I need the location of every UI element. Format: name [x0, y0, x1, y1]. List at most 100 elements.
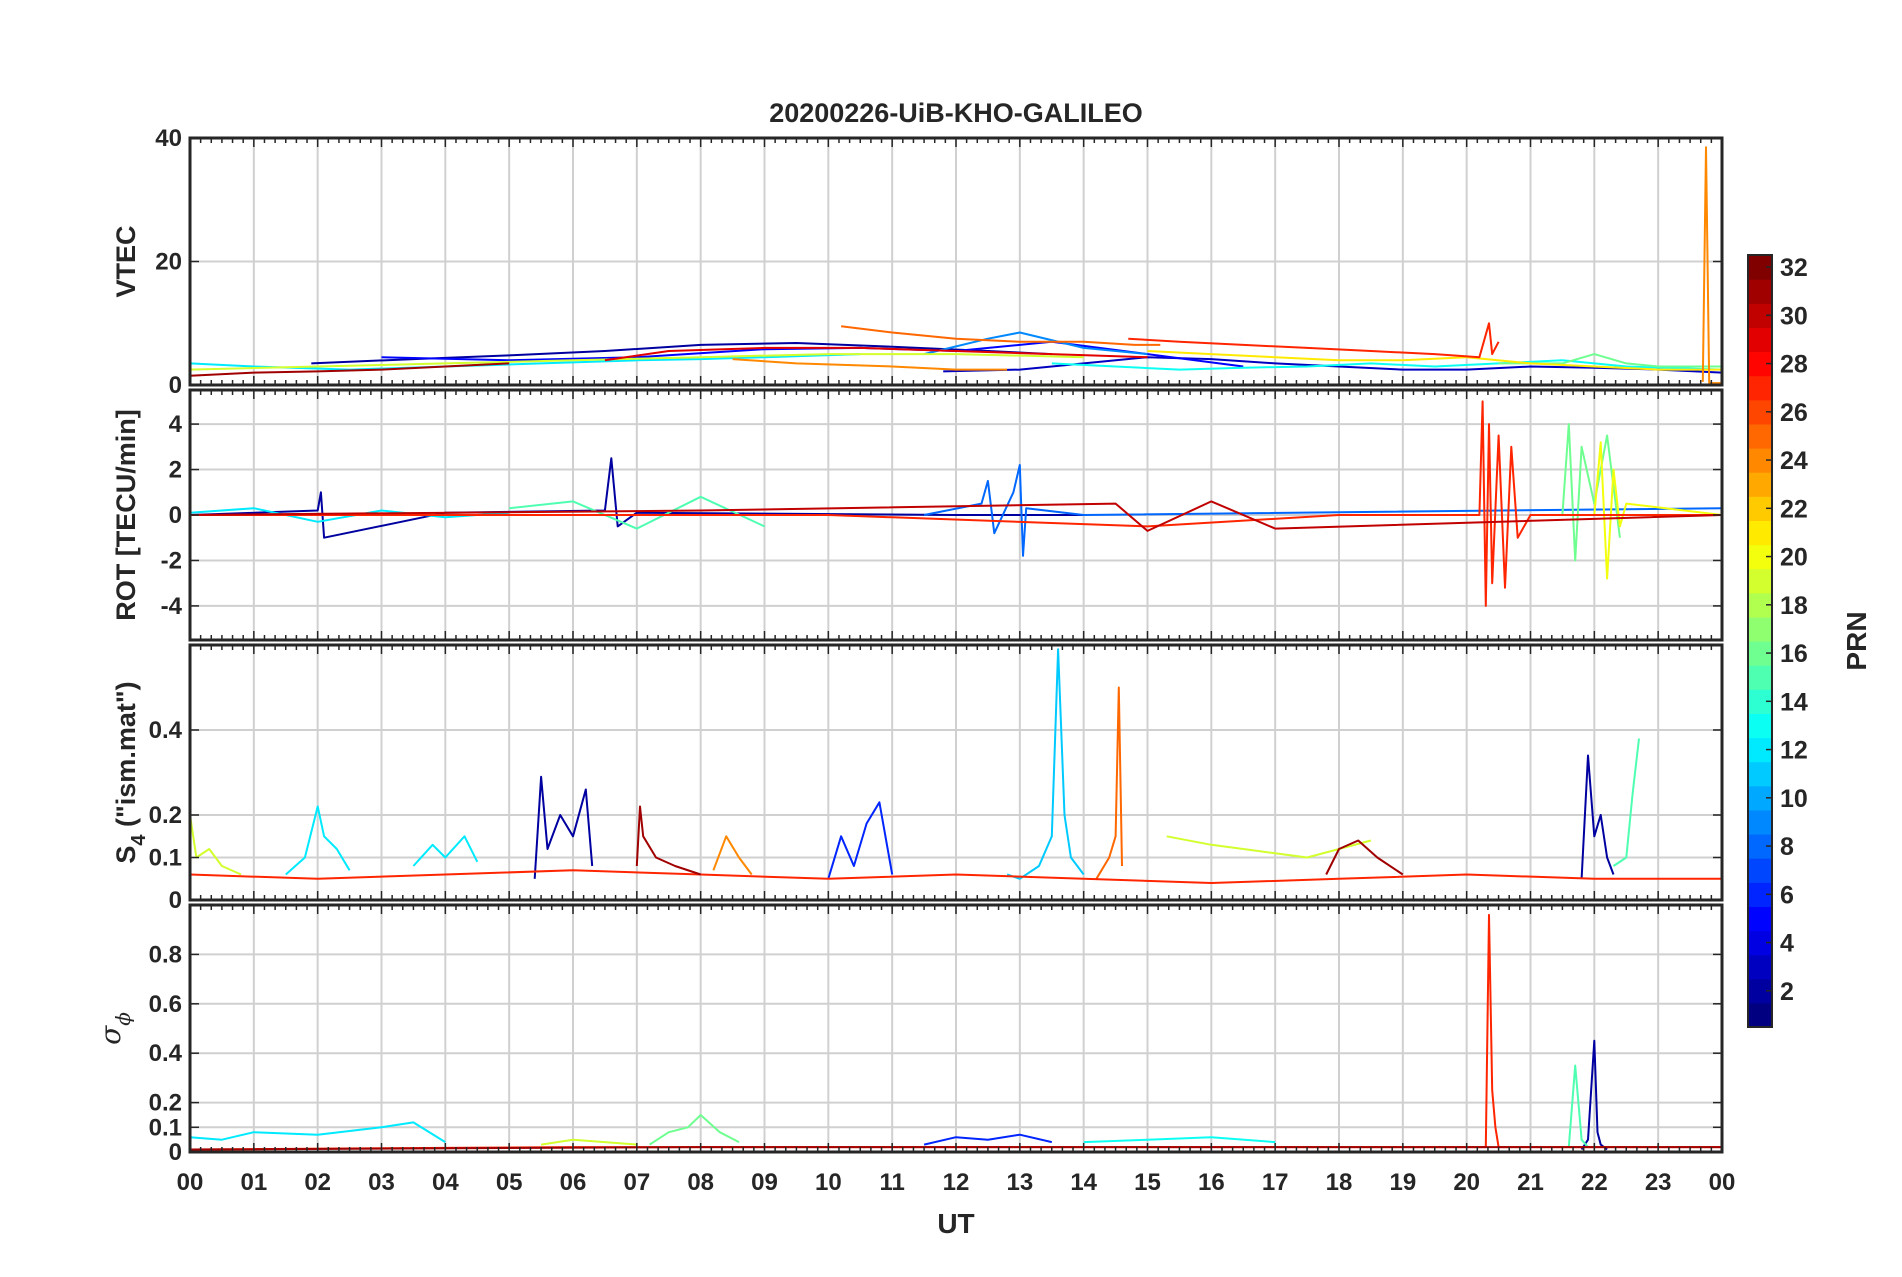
x-tick-label: 11 [879, 1169, 904, 1196]
y-tick-label: 0 [169, 887, 182, 914]
series-line-prn-12 [189, 507, 510, 523]
colorbar-tick-label: 20 [1780, 544, 1808, 572]
colorbar-segment [1748, 472, 1772, 497]
panel-series [189, 400, 1723, 607]
series-line-prn-25 [840, 325, 1161, 346]
panel-frame [188, 388, 1724, 642]
colorbar-tick-label: 2 [1780, 978, 1794, 1006]
panel-sigma_phi: 00.10.2 0.4 0.6 0.8 σϕ [94, 903, 1724, 1166]
y-axis-label: σϕ [94, 1012, 135, 1045]
series-line-prn-15 [1567, 1064, 1589, 1148]
series-line-prn-2 [533, 775, 594, 879]
colorbar-tick-label: 22 [1780, 495, 1808, 523]
colorbar-segment [1748, 858, 1772, 883]
x-axis-label: UT [937, 1208, 974, 1239]
series-line-prn-19 [189, 353, 1084, 371]
x-tick-label: 05 [496, 1169, 523, 1196]
x-tick-label: 20 [1453, 1169, 1480, 1196]
series-line-prn-16 [1561, 423, 1621, 562]
x-tick-label: 19 [1389, 1169, 1416, 1196]
y-axis-label: S4 ("ism.mat") [111, 681, 150, 863]
y-tick-label: 2 [169, 457, 182, 484]
chart-title: 20200226-UiB-KHO-GALILEO [769, 98, 1143, 128]
colorbar-tick-label: 4 [1780, 930, 1794, 958]
series-line-prn-24 [712, 835, 753, 876]
colorbar-segment [1748, 423, 1772, 449]
panel-s4: 00.10.20.4S4 ("ism.mat") [111, 643, 1724, 914]
colorbar-segment [1748, 906, 1772, 932]
series-line-prn-27 [189, 869, 1722, 884]
colorbar-tick-label: 30 [1780, 302, 1808, 330]
y-axis-label-main: σ [94, 1025, 127, 1045]
x-tick-label: 12 [943, 1169, 970, 1196]
colorbar-tick-label: 18 [1780, 592, 1808, 620]
x-tick-label: 01 [240, 1169, 267, 1196]
y-axis-label-main: S [111, 846, 141, 864]
series-line-prn-31 [635, 805, 702, 876]
panel-frame [188, 136, 1724, 387]
panel-grid [190, 905, 1722, 1152]
series-line-prn-16 [649, 1114, 740, 1146]
panel-rot: -4 -2 0 2 4 ROT [TECU/min] [111, 388, 1724, 642]
x-tick-label: 09 [751, 1169, 778, 1196]
colorbar-tick-label: 8 [1780, 833, 1794, 861]
y-axis-label: ROT [TECU/min] [111, 409, 141, 620]
series-line-prn-2 [1580, 754, 1615, 879]
series-line-prn-27 [1128, 322, 1500, 359]
panel-vtec: 0 20 40 VTEC [111, 125, 1724, 399]
series-line-prn-27 [190, 400, 1722, 607]
colorbar-segment [1748, 520, 1772, 546]
series-line-prn-31 [189, 362, 510, 377]
series-line-prn-8 [923, 464, 1723, 557]
y-tick-label: 40 [155, 125, 182, 152]
series-line-prn-2 [1580, 1039, 1608, 1151]
x-tick-label: 03 [368, 1169, 395, 1196]
colorbar-segment [1748, 279, 1772, 304]
colorbar-tick-label: 24 [1780, 447, 1808, 475]
colorbar-tick-label: 16 [1780, 640, 1808, 668]
colorbar-tick-label: 26 [1780, 399, 1808, 427]
x-tick-label: 02 [304, 1169, 331, 1196]
series-line-prn-20 [1593, 441, 1723, 580]
x-tick-label: 15 [1134, 1169, 1161, 1196]
colorbar-segment [1748, 375, 1772, 401]
colorbar-tick-label: 10 [1780, 785, 1808, 813]
panel-grid [190, 645, 1722, 900]
y-axis-label: VTEC [111, 225, 141, 297]
x-tick-label: 00 [1709, 1169, 1736, 1196]
y-tick-label: 0.4 [149, 717, 183, 744]
y-axis-label-subscript: ϕ [111, 1012, 135, 1026]
y-tick-label: -4 [161, 593, 183, 620]
colorbar-segment [1748, 616, 1772, 642]
series-line-prn-3 [943, 356, 1723, 374]
x-tick-label: 00 [177, 1169, 204, 1196]
colorbar-tick-label: 28 [1780, 351, 1808, 379]
x-tick-label: 14 [1070, 1169, 1097, 1196]
x-tick-label: 21 [1517, 1169, 1544, 1196]
panel-frame [188, 643, 1724, 902]
panel-series [189, 146, 1723, 385]
x-tick-label: 10 [815, 1169, 842, 1196]
colorbar-label: PRN [1841, 611, 1872, 670]
series-line-prn-19 [189, 814, 242, 876]
series-line-prn-30 [189, 500, 1723, 532]
series-line-prn-6 [827, 801, 894, 880]
x-tick-label: 17 [1262, 1169, 1289, 1196]
y-axis-label-subscript: 4 [128, 834, 150, 846]
x-tick-label: 22 [1581, 1169, 1608, 1196]
series-line-prn-16 [1498, 353, 1722, 368]
x-tick-label: 13 [1006, 1169, 1033, 1196]
series-line-prn-21 [1147, 350, 1722, 371]
y-tick-label: 4 [169, 411, 183, 438]
colorbar-segment [1748, 954, 1772, 980]
colorbar-segment [1748, 761, 1772, 787]
series-line-prn-12 [285, 805, 351, 876]
colorbar-tick-label: 32 [1780, 254, 1808, 282]
series-line-prn-6 [923, 1133, 1053, 1146]
series-line-prn-15 [509, 495, 765, 530]
series-line-prn-15 [1612, 738, 1640, 867]
y-tick-label: 0 [169, 1139, 182, 1166]
y-tick-label: 0.6 [149, 991, 182, 1018]
